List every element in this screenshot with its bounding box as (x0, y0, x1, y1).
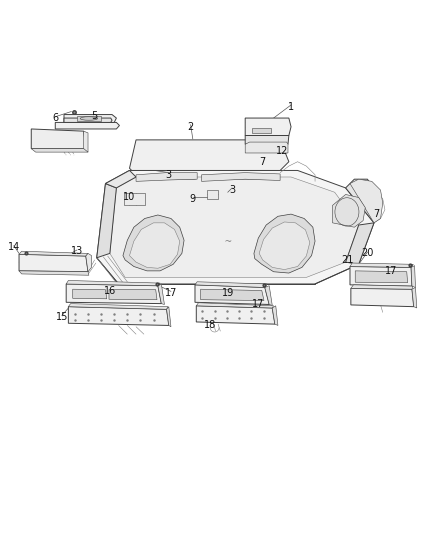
Polygon shape (350, 263, 413, 268)
Text: 10: 10 (124, 192, 136, 201)
Polygon shape (259, 222, 310, 270)
Text: 7: 7 (260, 157, 266, 167)
Polygon shape (196, 303, 274, 308)
Polygon shape (130, 140, 289, 171)
Polygon shape (123, 215, 184, 271)
Text: 6: 6 (52, 113, 58, 123)
Polygon shape (195, 285, 269, 304)
Polygon shape (346, 223, 374, 264)
Polygon shape (411, 265, 416, 287)
Text: 1: 1 (288, 102, 294, 112)
Text: 16: 16 (104, 286, 116, 295)
Text: 17: 17 (165, 288, 177, 298)
Polygon shape (64, 118, 112, 123)
Polygon shape (68, 306, 169, 326)
Polygon shape (351, 285, 413, 289)
Text: 3: 3 (166, 170, 172, 180)
Polygon shape (84, 131, 88, 152)
Text: 17: 17 (252, 298, 265, 309)
Polygon shape (245, 142, 288, 153)
Polygon shape (130, 223, 180, 268)
Polygon shape (265, 286, 272, 305)
Polygon shape (19, 251, 88, 256)
Polygon shape (110, 177, 359, 277)
Polygon shape (66, 280, 160, 286)
Polygon shape (97, 183, 117, 258)
Polygon shape (31, 149, 88, 152)
Polygon shape (245, 118, 291, 135)
Polygon shape (207, 190, 218, 199)
Ellipse shape (80, 117, 98, 120)
Text: 18: 18 (204, 320, 216, 330)
Polygon shape (351, 288, 414, 306)
Polygon shape (201, 173, 280, 181)
Polygon shape (19, 254, 88, 272)
Text: 9: 9 (190, 194, 196, 204)
Text: ~: ~ (224, 238, 231, 247)
Text: 12: 12 (276, 146, 289, 156)
Polygon shape (350, 179, 383, 223)
Polygon shape (73, 289, 107, 299)
Polygon shape (19, 271, 89, 275)
Text: 17: 17 (385, 266, 398, 276)
Text: 13: 13 (71, 246, 83, 256)
Text: 21: 21 (342, 255, 354, 265)
Polygon shape (158, 284, 164, 304)
Text: 7: 7 (373, 209, 379, 219)
Polygon shape (412, 287, 417, 308)
Polygon shape (106, 171, 136, 188)
Polygon shape (136, 173, 197, 181)
Polygon shape (254, 214, 315, 273)
Polygon shape (64, 115, 117, 123)
Polygon shape (245, 135, 289, 144)
Polygon shape (55, 123, 120, 129)
Text: 20: 20 (361, 248, 374, 259)
Polygon shape (77, 116, 101, 121)
Polygon shape (332, 195, 365, 227)
Polygon shape (196, 306, 275, 324)
Text: 14: 14 (8, 242, 20, 252)
Polygon shape (272, 306, 278, 326)
Polygon shape (68, 304, 168, 309)
Polygon shape (66, 284, 161, 304)
Polygon shape (350, 266, 412, 286)
Polygon shape (355, 271, 408, 282)
Polygon shape (31, 129, 86, 149)
Polygon shape (195, 282, 267, 287)
Text: 3: 3 (229, 185, 235, 195)
Polygon shape (252, 128, 272, 133)
Text: 15: 15 (56, 312, 68, 322)
Text: 19: 19 (222, 288, 234, 298)
Polygon shape (109, 289, 157, 300)
Polygon shape (97, 171, 374, 284)
Text: 5: 5 (92, 111, 98, 121)
Polygon shape (201, 289, 264, 301)
Polygon shape (124, 193, 145, 205)
Polygon shape (86, 253, 92, 272)
Polygon shape (166, 306, 171, 327)
Text: 2: 2 (187, 122, 194, 132)
Polygon shape (346, 179, 376, 223)
